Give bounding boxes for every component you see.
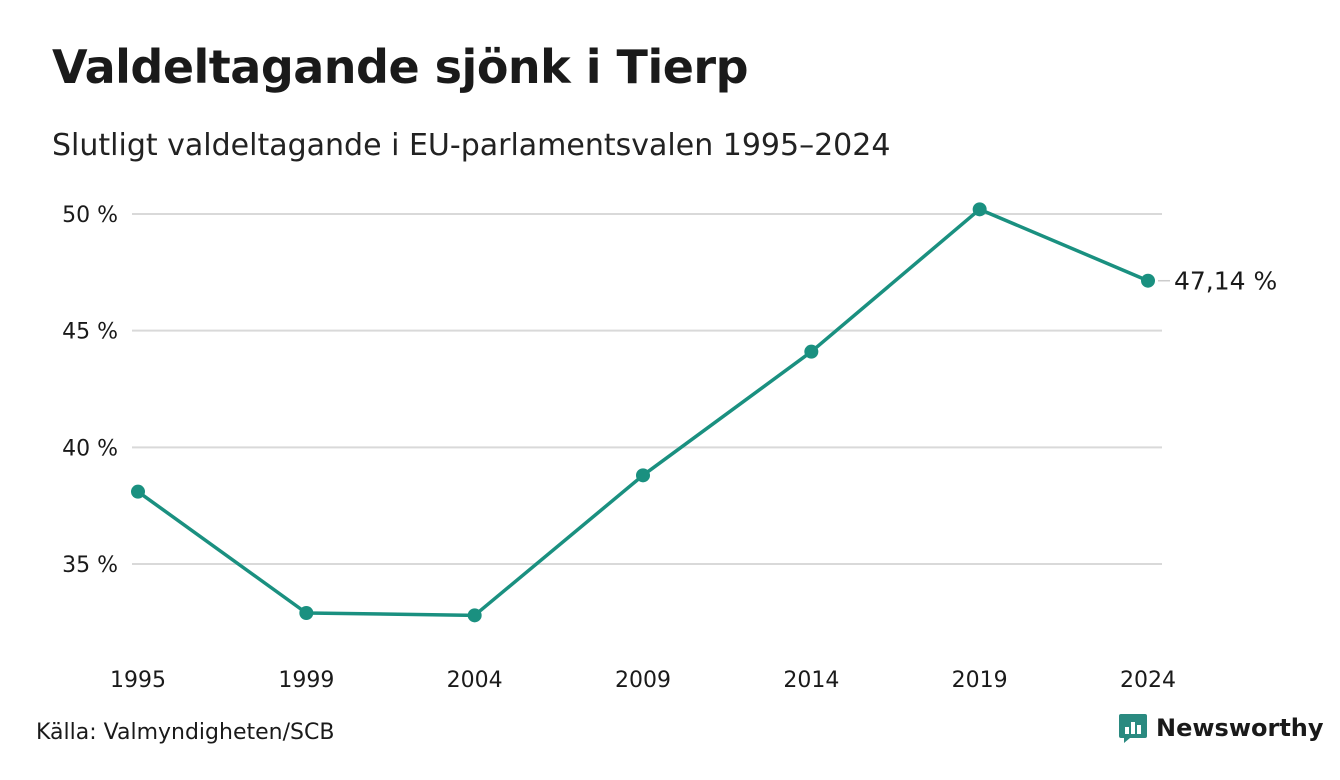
chart-title: Valdeltagande sjönk i Tierp [52, 40, 749, 94]
data-labels: 47,14 % [1158, 267, 1277, 296]
x-tick-label: 2024 [1120, 668, 1176, 693]
y-tick-label: 40 % [62, 436, 118, 461]
data-point [467, 608, 482, 623]
y-tick-label: 35 % [62, 553, 118, 578]
y-axis-labels: 35 % 40 % 45 % 50 % [62, 203, 118, 578]
brand-name: Newsworthy [1156, 714, 1324, 742]
source-note: Källa: Valmyndigheten/SCB [36, 720, 335, 745]
end-value-label: 47,14 % [1174, 267, 1277, 296]
data-point [299, 606, 314, 620]
data-point [1141, 273, 1155, 288]
x-tick-label: 2014 [783, 668, 839, 693]
newsworthy-logo-icon [1119, 714, 1147, 743]
y-tick-label: 50 % [62, 203, 118, 228]
data-point [636, 468, 650, 483]
series-line [136, 207, 1150, 618]
x-tick-label: 2004 [447, 668, 503, 693]
brand-logo: Newsworthy [1118, 712, 1324, 744]
data-series [136, 207, 1150, 618]
data-points [131, 202, 1155, 623]
data-point [972, 202, 987, 217]
y-tick-label: 45 % [62, 320, 118, 345]
x-tick-label: 1995 [110, 668, 166, 693]
data-point [804, 344, 819, 359]
chart-subtitle: Slutligt valdeltagande i EU-parlamentsva… [52, 128, 891, 163]
x-tick-label: 1999 [278, 668, 334, 693]
x-tick-label: 2019 [952, 668, 1008, 693]
gridlines [132, 213, 1162, 565]
x-axis-labels: 1995 1999 2004 2009 2014 2019 2024 [110, 668, 1176, 693]
x-tick-label: 2009 [615, 668, 671, 693]
data-point [131, 484, 145, 499]
